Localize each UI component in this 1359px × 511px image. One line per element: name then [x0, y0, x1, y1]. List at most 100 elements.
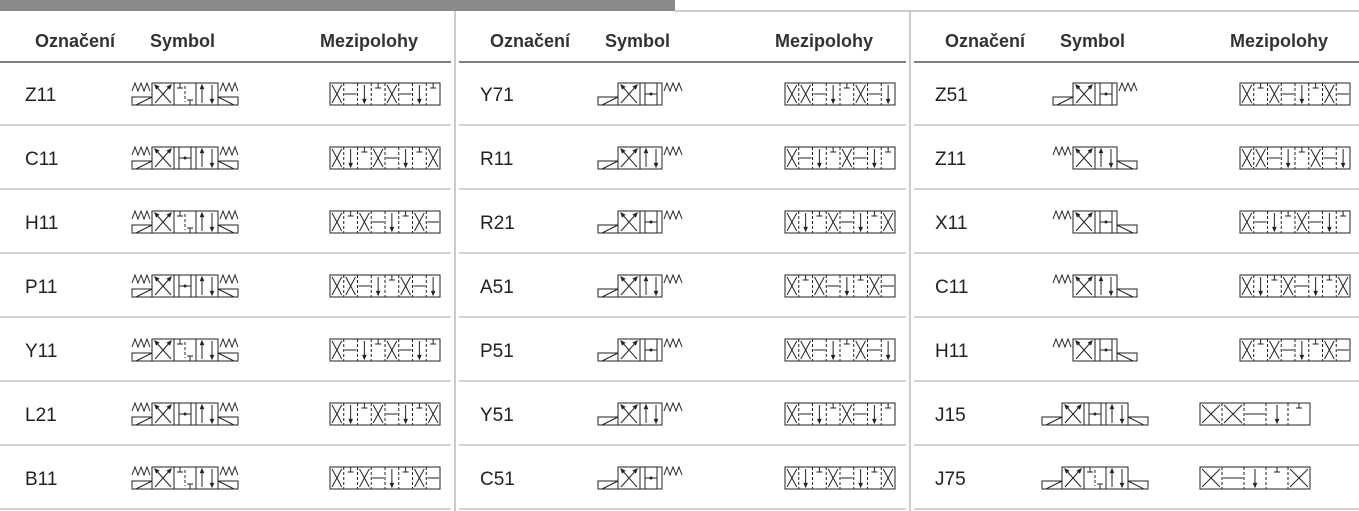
symbol-line — [1337, 276, 1349, 296]
symbol-line — [1296, 212, 1308, 232]
solenoid — [597, 160, 619, 170]
symbol-line — [800, 84, 811, 104]
column-header: Symbol — [150, 31, 215, 51]
valve-body — [1061, 466, 1129, 490]
arrow-head — [620, 404, 626, 410]
arrow-head — [1313, 290, 1318, 297]
arrow-head — [1087, 276, 1093, 282]
symbol-line — [1241, 340, 1253, 360]
header-bar — [0, 0, 675, 11]
symbol-line — [414, 212, 425, 232]
symbol-line — [855, 84, 866, 104]
arrow-head — [154, 468, 160, 474]
arrow-head — [166, 84, 172, 90]
symbol-dot — [1104, 348, 1108, 352]
arrow-head — [199, 467, 205, 474]
solenoid — [1116, 288, 1138, 298]
symbol-line — [786, 468, 798, 488]
symbol-line — [601, 352, 619, 362]
symbol-line — [135, 352, 153, 362]
symbol-line — [601, 480, 619, 490]
arrow-head — [1075, 148, 1081, 154]
arrow-head — [154, 340, 160, 346]
symbol-line — [786, 148, 798, 168]
column-header: Mezipolohy — [320, 31, 418, 51]
arrow-head — [166, 212, 172, 218]
valve-code: C51 — [480, 469, 515, 490]
arrow-head — [348, 162, 353, 169]
arrow-head — [417, 354, 422, 361]
symbol-line — [1310, 148, 1321, 168]
arrow-head — [209, 98, 215, 105]
symbol-line — [427, 404, 439, 424]
arrow-head — [209, 226, 215, 233]
spring — [663, 209, 683, 221]
arrow-head — [653, 162, 659, 169]
spring — [1052, 337, 1072, 349]
symbol-line — [786, 340, 798, 360]
symbol-dot — [649, 220, 653, 224]
valve-code: B11 — [25, 469, 57, 490]
arrow-head — [1109, 403, 1115, 410]
solenoid — [1052, 96, 1074, 106]
symbol-line — [1127, 480, 1145, 490]
solenoid — [131, 160, 153, 170]
valve-body — [1061, 402, 1129, 426]
arrow-head — [653, 418, 659, 425]
symbol-line — [331, 212, 343, 232]
arrow-head — [620, 468, 626, 474]
valve-code: C11 — [935, 277, 968, 298]
solenoid — [217, 160, 239, 170]
symbol-line — [786, 404, 798, 424]
symbol-line — [1116, 160, 1134, 170]
symbol-dot — [649, 476, 653, 480]
arrow-head — [632, 468, 638, 474]
arrow-head — [1285, 162, 1291, 169]
symbol-line — [135, 96, 153, 106]
arrow-head — [1087, 84, 1093, 90]
symbol-line — [400, 276, 411, 296]
symbol-line — [217, 416, 235, 426]
arrow-head — [209, 482, 215, 489]
arrow-head — [362, 98, 367, 105]
spring — [219, 465, 239, 477]
arrow-head — [209, 290, 215, 297]
solenoid — [217, 480, 239, 490]
symbol-line — [1255, 148, 1266, 168]
arrow-head — [858, 482, 863, 489]
intermediate-body — [1199, 466, 1311, 490]
valve-body — [151, 82, 219, 106]
symbol-line — [1241, 212, 1253, 232]
arrow-head — [643, 275, 649, 282]
symbol-line — [841, 148, 853, 168]
column-header: Symbol — [1060, 31, 1125, 51]
arrow-head — [830, 354, 836, 361]
arrow-head — [389, 482, 395, 489]
spring — [663, 273, 683, 285]
symbol-line — [386, 340, 398, 360]
solenoid — [597, 480, 619, 490]
solenoid — [217, 224, 239, 234]
symbol-line — [414, 468, 425, 488]
solenoid — [1127, 416, 1149, 426]
solenoid — [131, 480, 153, 490]
symbol-line — [135, 224, 153, 234]
arrow-head — [375, 290, 381, 297]
arrow-head — [1274, 418, 1280, 425]
arrow-head — [620, 84, 626, 90]
symbol-line — [1056, 96, 1074, 106]
symbol-line — [1045, 480, 1063, 490]
solenoid — [131, 352, 153, 362]
symbol-line — [1241, 276, 1253, 296]
arrow-head — [1075, 340, 1081, 346]
symbol-line — [1241, 84, 1253, 104]
spring — [663, 401, 683, 413]
symbol-line — [1269, 84, 1280, 104]
symbol-dot — [1093, 412, 1097, 416]
arrow-head — [1340, 162, 1346, 169]
valve-code: Z51 — [935, 85, 968, 106]
symbol-line — [135, 160, 153, 170]
arrow-head — [154, 404, 160, 410]
arrow-head — [403, 418, 408, 425]
arrow-head — [1119, 482, 1125, 489]
